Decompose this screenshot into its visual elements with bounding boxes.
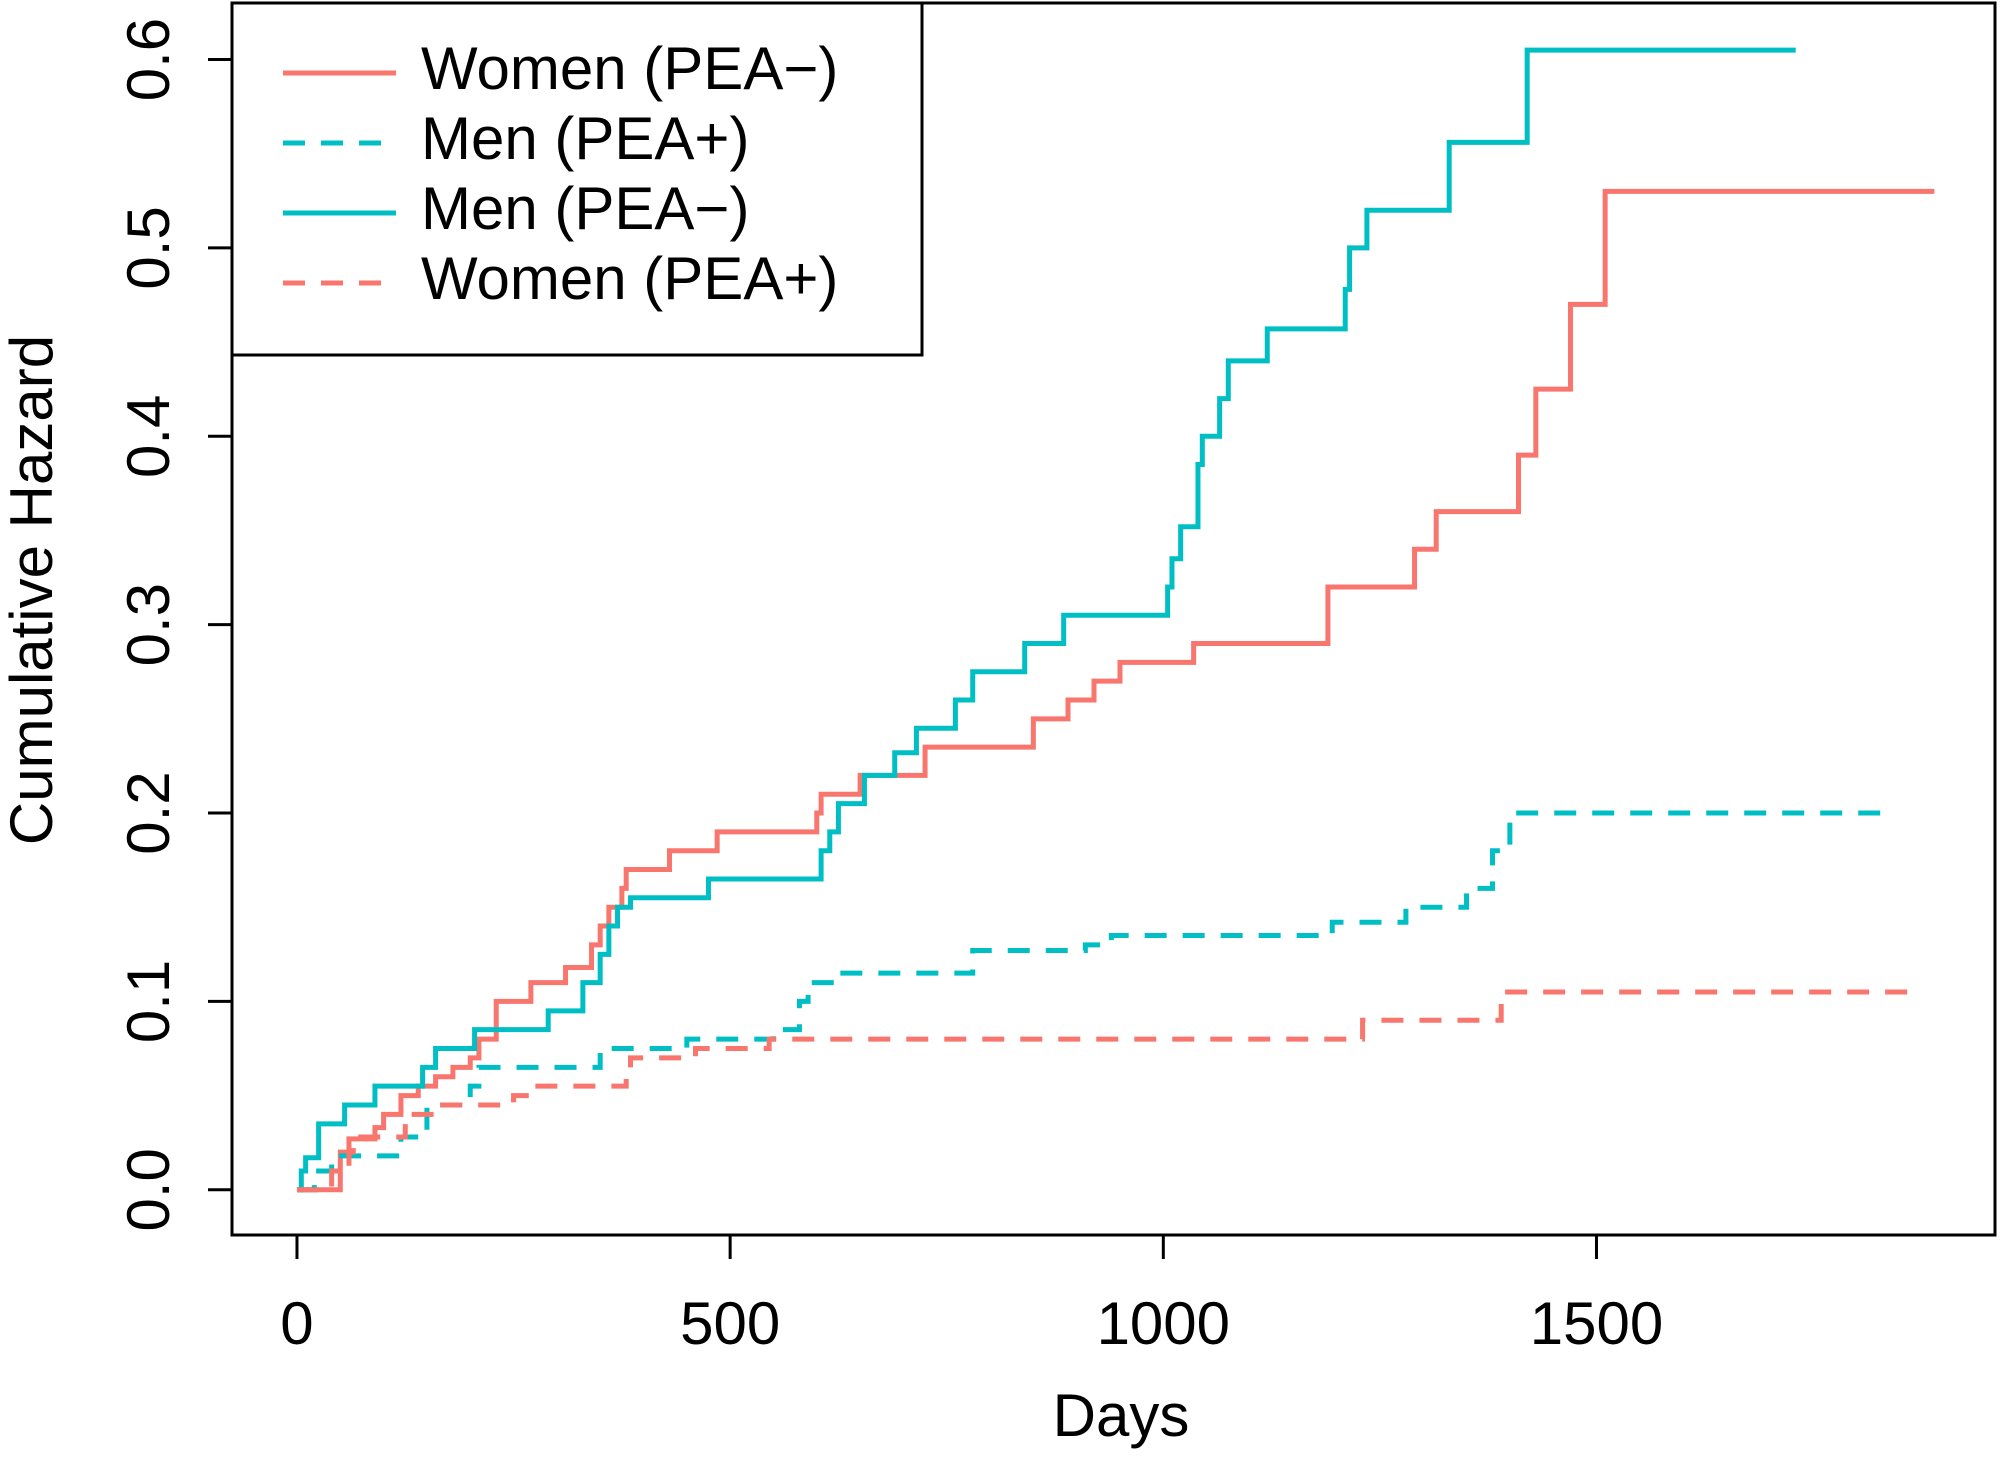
- plot-frame: [230, 1, 1997, 1237]
- y-tick-label: 0.2: [115, 771, 182, 854]
- x-tick-label: 1000: [1097, 1290, 1230, 1357]
- x-tick-label: 0: [280, 1290, 313, 1357]
- legend-label: Women (PEA−): [421, 35, 838, 102]
- y-tick-label: 0.3: [115, 583, 182, 666]
- legend-label: Men (PEA+): [421, 105, 749, 172]
- legend-box: [230, 1, 924, 357]
- step-line: [296, 810, 1883, 1193]
- y-tick-label: 0.5: [115, 206, 182, 289]
- y-tick-label: 0.0: [115, 1148, 182, 1231]
- x-tick-label: 1500: [1530, 1290, 1663, 1357]
- y-tick-label: 0.1: [115, 960, 182, 1043]
- legend-label: Women (PEA+): [421, 245, 838, 312]
- x-tick-label: 500: [680, 1290, 780, 1357]
- legend-label: Men (PEA−): [421, 175, 749, 242]
- x-axis-title: Days: [1053, 1382, 1190, 1449]
- step-line: [296, 989, 1918, 1193]
- y-tick-label: 0.4: [115, 395, 182, 478]
- step-line: [296, 47, 1796, 1193]
- y-axis-title: Cumulative Hazard: [0, 335, 65, 845]
- y-tick-label: 0.6: [115, 18, 182, 101]
